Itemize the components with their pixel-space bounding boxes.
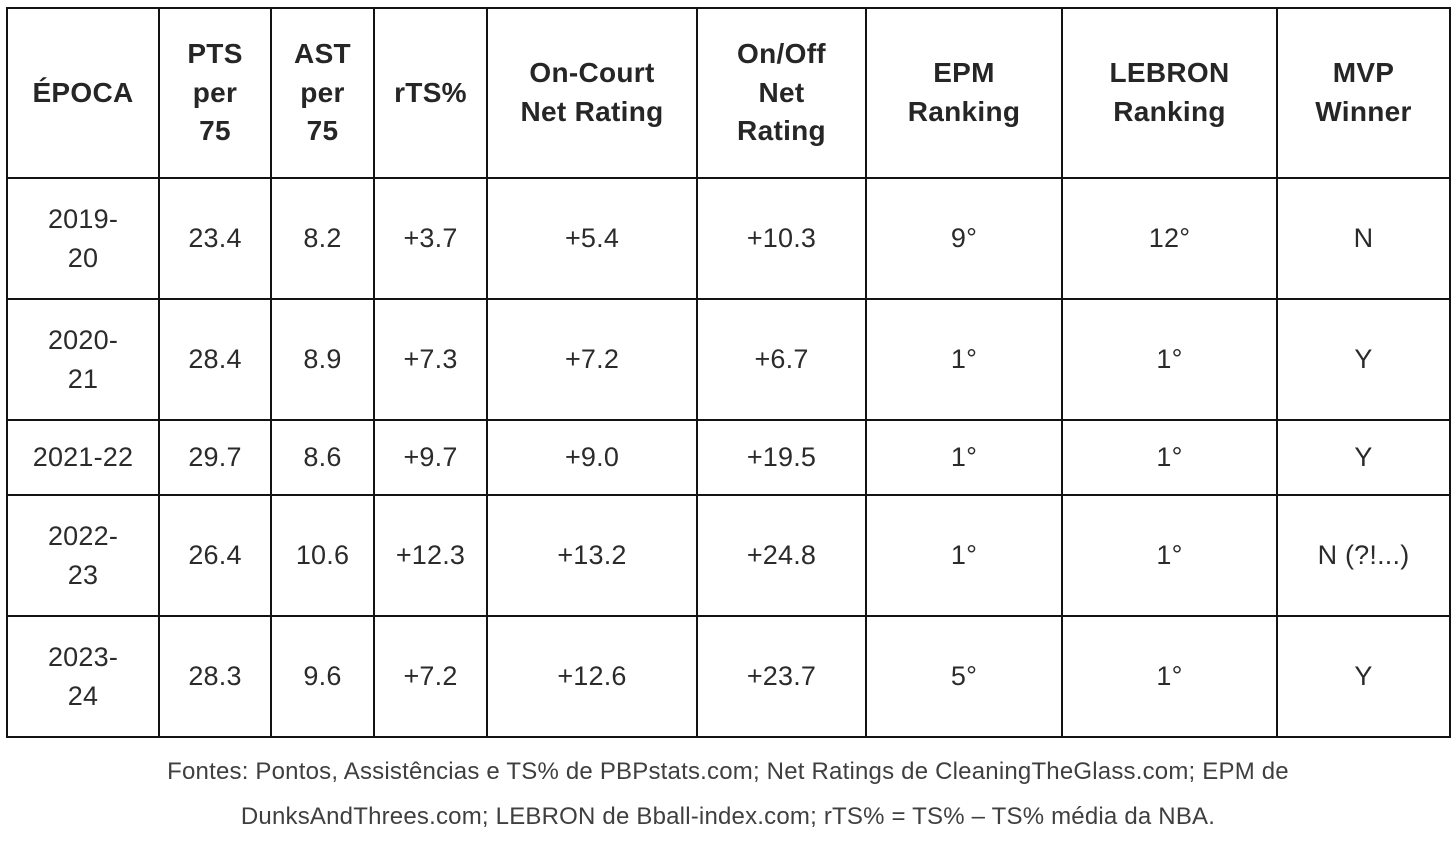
cell-onoff: +23.7: [696, 615, 867, 738]
cell-pts: 23.4: [158, 177, 272, 300]
cell-ast: 8.2: [270, 177, 375, 300]
sources-caption-line1: Fontes: Pontos, Assistências e TS% de PB…: [167, 758, 1289, 785]
table-row-2021-22: 2021-22 29.7 8.6 +9.7 +9.0 +19.5 1° 1° Y: [6, 419, 1451, 496]
cell-mvp: N: [1276, 177, 1451, 300]
cell-ast: 8.9: [270, 298, 375, 421]
cell-oncourt: +9.0: [486, 419, 698, 496]
cell-epm: 5°: [865, 615, 1063, 738]
header-cell-epoca: ÉPOCA: [6, 7, 160, 179]
cell-lebron: 1°: [1061, 494, 1278, 617]
cell-season: 2019- 20: [6, 177, 160, 300]
header-cell-rts: rTS%: [373, 7, 488, 179]
cell-rts: +12.3: [373, 494, 488, 617]
header-cell-lebron: LEBRON Ranking: [1061, 7, 1278, 179]
cell-onoff: +6.7: [696, 298, 867, 421]
cell-ast: 9.6: [270, 615, 375, 738]
table-row-2023-24: 2023- 24 28.3 9.6 +7.2 +12.6 +23.7 5° 1°…: [6, 615, 1451, 738]
cell-epm: 1°: [865, 494, 1063, 617]
cell-mvp: N (?!...): [1276, 494, 1451, 617]
header-cell-oncourt: On-Court Net Rating: [486, 7, 698, 179]
cell-onoff: +24.8: [696, 494, 867, 617]
cell-pts: 26.4: [158, 494, 272, 617]
sources-caption: Fontes: Pontos, Assistências e TS% de PB…: [0, 749, 1456, 839]
cell-pts: 29.7: [158, 419, 272, 496]
header-cell-ast: AST per 75: [270, 7, 375, 179]
cell-rts: +3.7: [373, 177, 488, 300]
table-header-row: ÉPOCA PTS per 75 AST per 75 rTS% On-Cour…: [6, 7, 1451, 179]
cell-ast: 8.6: [270, 419, 375, 496]
cell-pts: 28.4: [158, 298, 272, 421]
cell-pts: 28.3: [158, 615, 272, 738]
header-cell-mvp: MVP Winner: [1276, 7, 1451, 179]
sources-caption-line2: DunksAndThrees.com; LEBRON de Bball-inde…: [240, 803, 1216, 830]
cell-ast: 10.6: [270, 494, 375, 617]
cell-onoff: +19.5: [696, 419, 867, 496]
stats-table: ÉPOCA PTS per 75 AST per 75 rTS% On-Cour…: [6, 7, 1451, 738]
cell-oncourt: +12.6: [486, 615, 698, 738]
cell-season: 2021-22: [6, 419, 160, 496]
cell-epm: 9°: [865, 177, 1063, 300]
header-cell-onoff: On/Off Net Rating: [696, 7, 867, 179]
cell-mvp: Y: [1276, 298, 1451, 421]
cell-epm: 1°: [865, 419, 1063, 496]
cell-lebron: 1°: [1061, 615, 1278, 738]
cell-season: 2020- 21: [6, 298, 160, 421]
cell-oncourt: +7.2: [486, 298, 698, 421]
cell-rts: +7.2: [373, 615, 488, 738]
header-cell-epm: EPM Ranking: [865, 7, 1063, 179]
table-row-2019-20: 2019- 20 23.4 8.2 +3.7 +5.4 +10.3 9° 12°…: [6, 177, 1451, 300]
cell-oncourt: +5.4: [486, 177, 698, 300]
cell-season: 2023- 24: [6, 615, 160, 738]
table-row-2020-21: 2020- 21 28.4 8.9 +7.3 +7.2 +6.7 1° 1° Y: [6, 298, 1451, 421]
cell-lebron: 1°: [1061, 419, 1278, 496]
cell-oncourt: +13.2: [486, 494, 698, 617]
cell-lebron: 12°: [1061, 177, 1278, 300]
cell-mvp: Y: [1276, 615, 1451, 738]
cell-season: 2022- 23: [6, 494, 160, 617]
cell-epm: 1°: [865, 298, 1063, 421]
cell-lebron: 1°: [1061, 298, 1278, 421]
header-cell-pts: PTS per 75: [158, 7, 272, 179]
cell-onoff: +10.3: [696, 177, 867, 300]
cell-mvp: Y: [1276, 419, 1451, 496]
cell-rts: +7.3: [373, 298, 488, 421]
table-row-2022-23: 2022- 23 26.4 10.6 +12.3 +13.2 +24.8 1° …: [6, 494, 1451, 617]
cell-rts: +9.7: [373, 419, 488, 496]
